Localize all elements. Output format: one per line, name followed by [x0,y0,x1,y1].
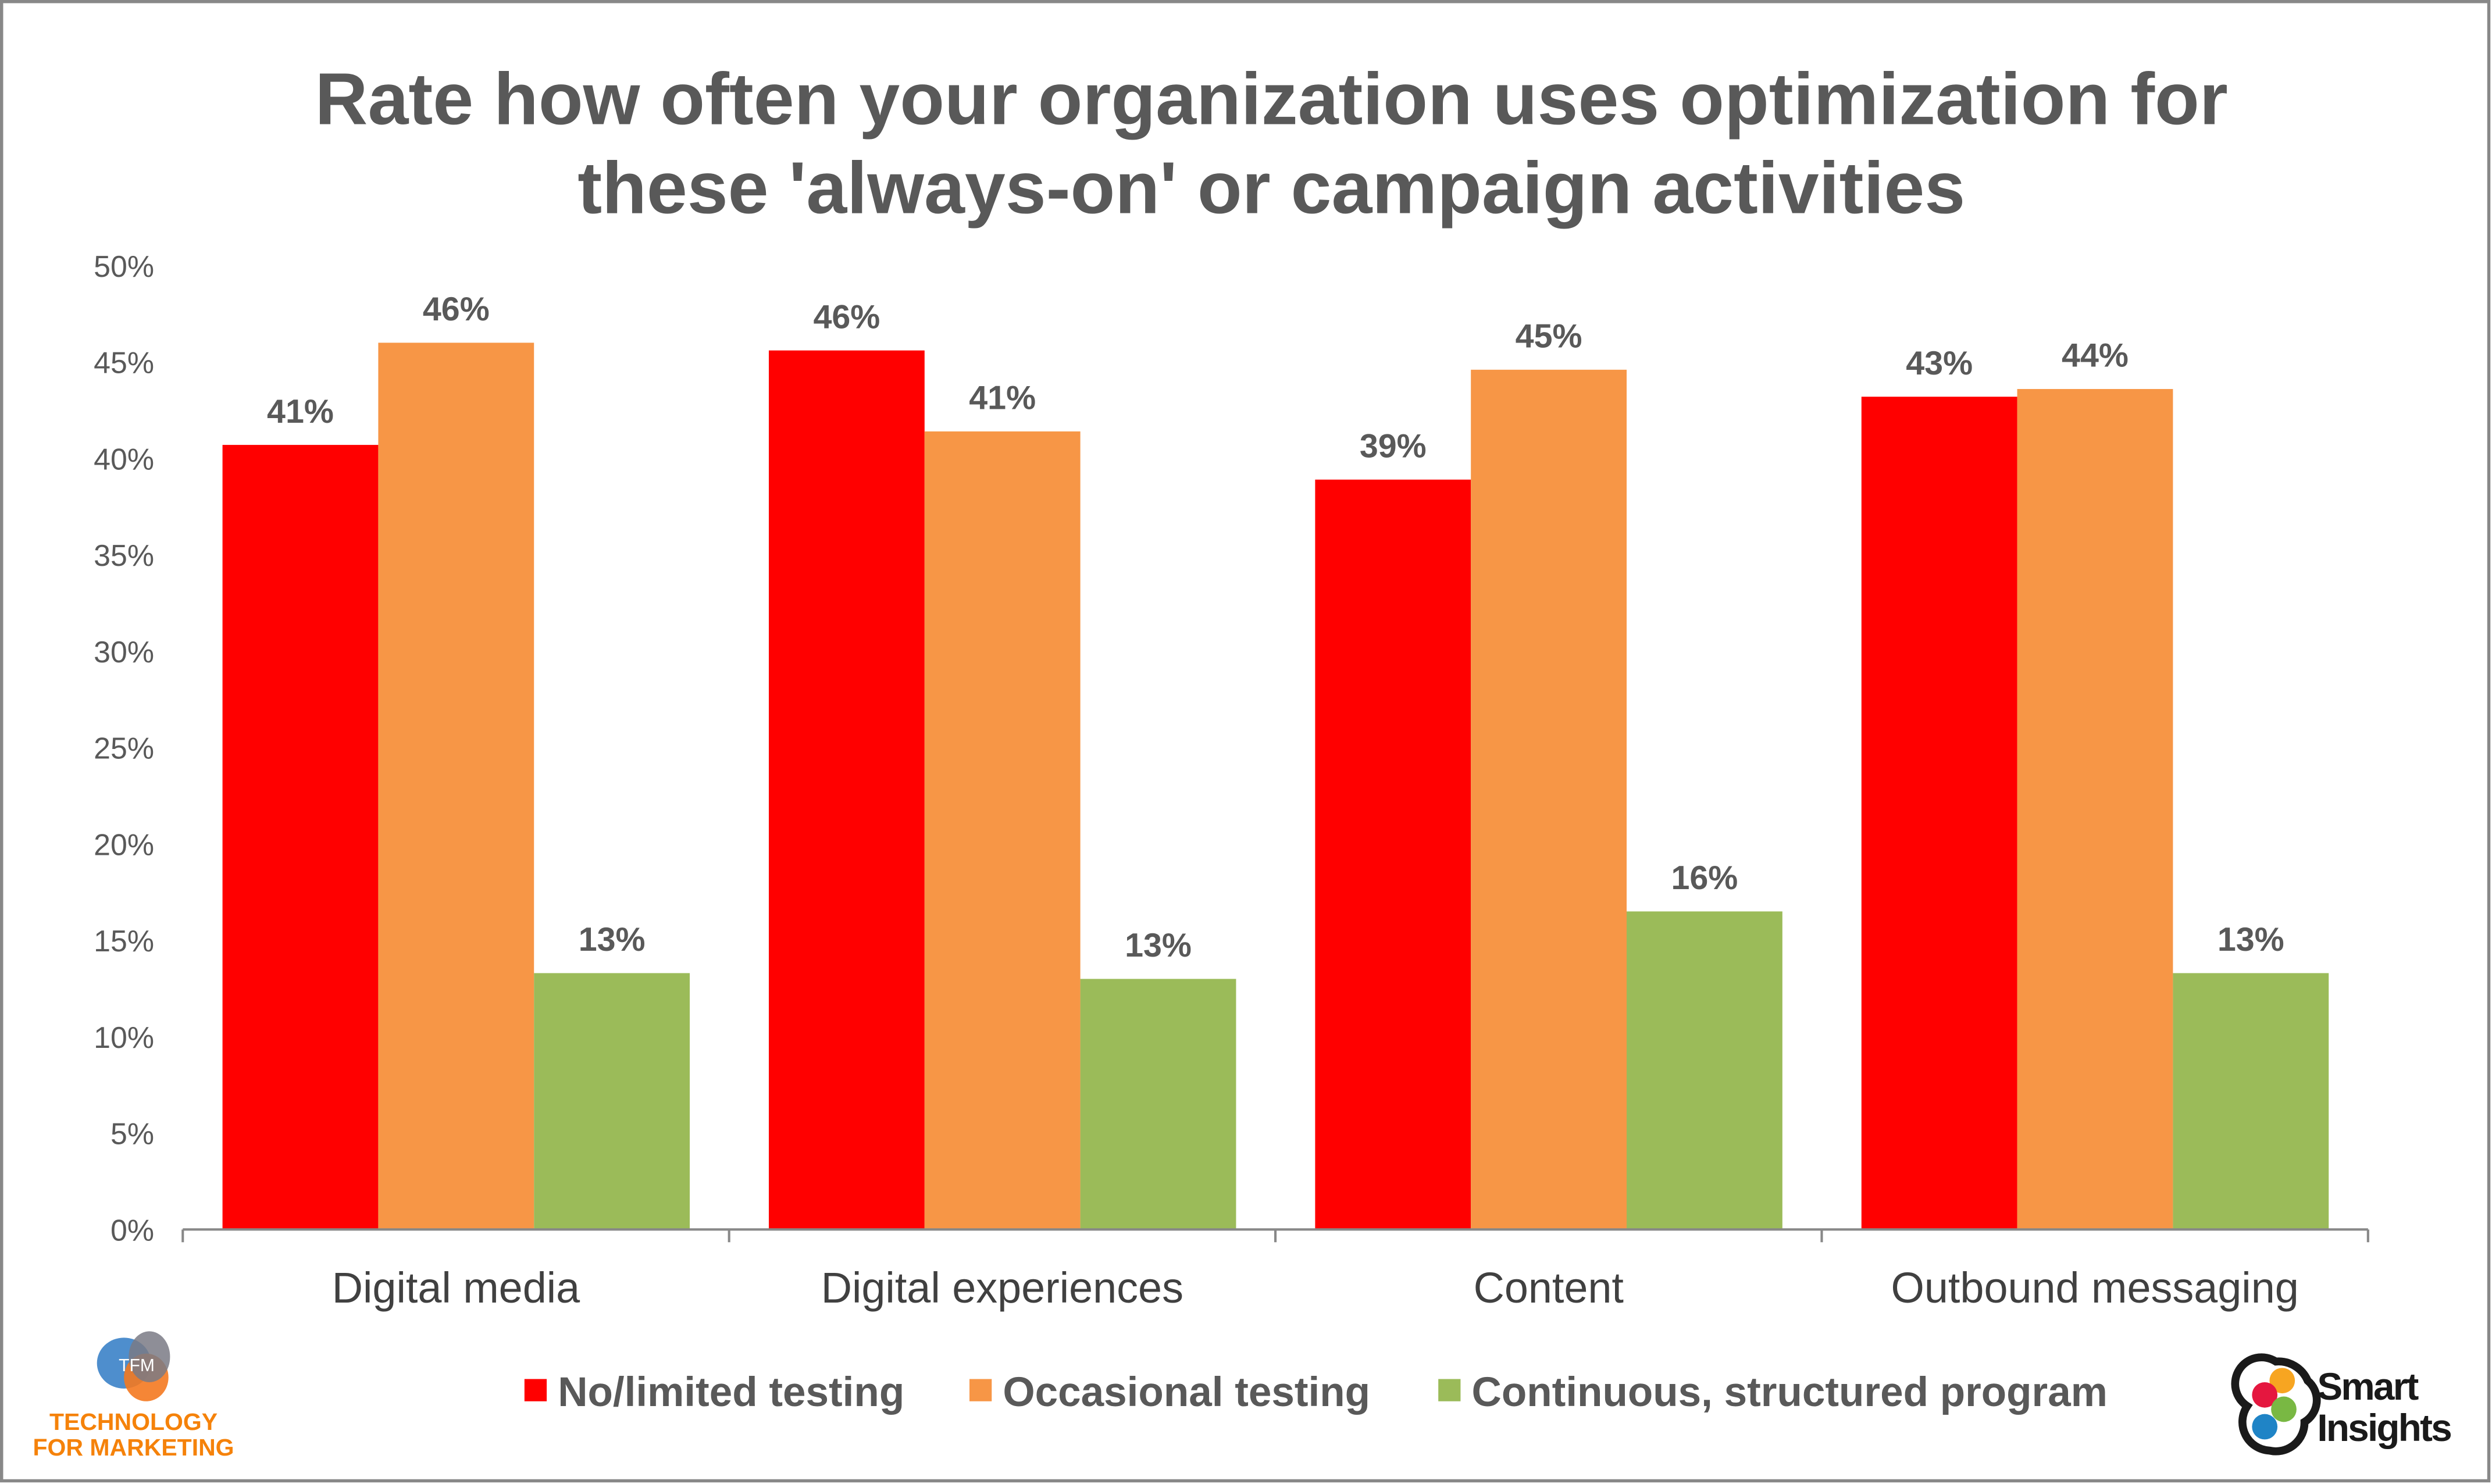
bar [2173,973,2329,1230]
bar [534,973,690,1230]
logo-text-smart: Smart [2317,1365,2419,1408]
legend-item: Continuous, structured program [1438,1369,2108,1415]
data-label: 45% [1516,318,1582,355]
y-axis: 0% 5% 10% 15% 20% 25% 30% 35% 40% 45% 50% [94,250,154,1248]
y-tick-label: 30% [94,636,154,669]
y-tick-label: 5% [110,1118,154,1151]
y-tick-label: 50% [94,250,154,284]
tfm-mark: TFM [119,1356,155,1375]
legend-label: No/limited testing [558,1369,904,1415]
legend-swatch [1438,1379,1461,1401]
data-label: 46% [423,291,490,328]
data-label: 46% [813,298,880,336]
legend-item: No/limited testing [524,1369,904,1415]
bar [924,431,1081,1230]
bar [1627,911,1782,1230]
y-tick-label: 25% [94,732,154,766]
data-label: 13% [2218,921,2284,958]
x-axis: Digital media Digital experiences Content O… [181,1228,2369,1312]
legend-swatch [969,1379,992,1401]
legend: No/limited testing Occasional testing Cont… [524,1369,2108,1415]
bar [222,445,379,1230]
data-label: 39% [1360,427,1427,465]
bar [1315,479,1471,1230]
data-label: 16% [1671,859,1738,897]
legend-label: Continuous, structured program [1472,1369,2108,1415]
x-category-label: Digital media [332,1264,580,1312]
data-label: 13% [1125,927,1192,964]
y-tick-label: 20% [94,828,154,862]
technology-for-marketing-logo: TFM TECHNOLOGY FOR MARKETING [33,1331,234,1461]
chart-title-line-2: these 'always-on' or campaign activities [577,147,1965,229]
bar [1080,979,1236,1230]
data-label: 13% [579,921,646,958]
legend-item: Occasional testing [969,1369,1370,1415]
x-category-label: Outbound messaging [1891,1264,2299,1312]
logo-text-technology: TECHNOLOGY [49,1408,218,1435]
bar [378,343,534,1230]
x-category-label: Digital experiences [821,1264,1183,1312]
x-category-label: Content [1474,1264,1624,1312]
y-tick-label: 45% [94,347,154,380]
smart-insights-logo: Smart Insights [2231,1353,2452,1456]
logo-text-insights: Insights [2317,1407,2451,1449]
y-tick-label: 10% [94,1021,154,1055]
bar [2017,388,2173,1230]
logo-text-for-marketing: FOR MARKETING [33,1434,234,1461]
data-label: 41% [267,393,334,430]
bar [1471,369,1627,1230]
legend-swatch [524,1379,547,1401]
y-tick-label: 15% [94,925,154,958]
y-tick-label: 35% [94,539,154,573]
bar [768,350,925,1230]
y-tick-label: 0% [110,1214,154,1247]
bar [1861,397,2017,1230]
data-label: 44% [2062,337,2129,374]
data-label: 41% [969,380,1036,417]
y-tick-label: 40% [94,443,154,476]
data-label: 43% [1906,345,1973,382]
chart-title-line-1: Rate how often your organization uses op… [315,58,2228,140]
legend-label: Occasional testing [1003,1369,1370,1415]
bars: 41% 46% 39% 43% 46% 41% 45% 44% 13% 13% 16% 13% [222,291,2329,1230]
